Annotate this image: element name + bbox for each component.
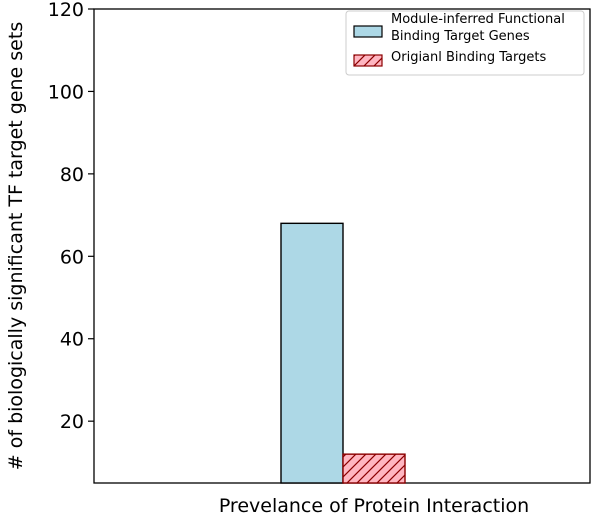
y-axis-ticks: 20 40 60 80 100 120 <box>48 0 94 433</box>
legend-swatch-original <box>353 54 383 67</box>
y-tick-label: 120 <box>48 0 84 21</box>
legend-label-original: Origianl Binding Targets <box>391 50 546 65</box>
legend-label-module-inferred: Module-inferred Functional <box>391 12 565 27</box>
y-tick-label: 80 <box>60 164 84 186</box>
y-tick-label: 60 <box>60 246 84 268</box>
bar-module-inferred <box>280 222 344 484</box>
legend-box <box>345 10 585 76</box>
legend-swatch-module-inferred <box>353 25 383 38</box>
bars-group <box>280 222 406 484</box>
bar-original-binding-targets <box>342 453 406 484</box>
y-tick-label: 40 <box>60 329 84 351</box>
y-axis-label: # of biologically significant TF target … <box>5 22 27 470</box>
x-axis-label: Prevelance of Protein Interaction <box>219 495 529 513</box>
legend: Module-inferred Functional Binding Target… <box>345 10 585 76</box>
y-tick-label: 100 <box>48 81 84 103</box>
legend-label-module-inferred: Binding Target Genes <box>391 29 530 44</box>
y-tick-label: 20 <box>60 411 84 433</box>
